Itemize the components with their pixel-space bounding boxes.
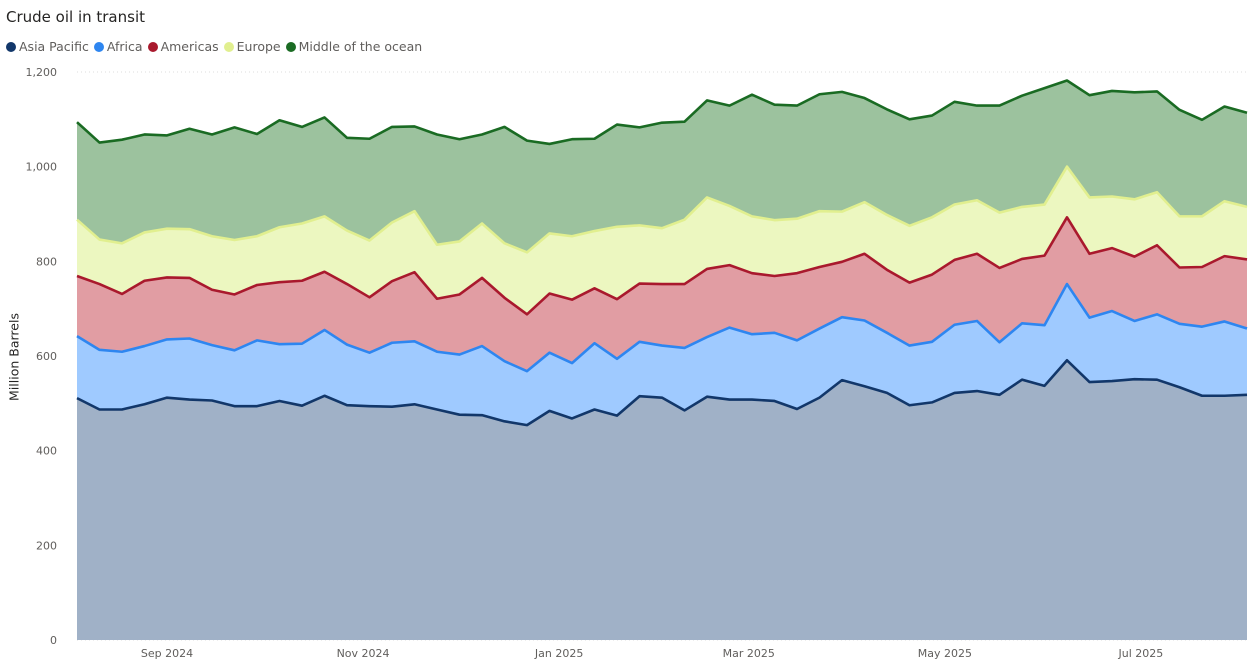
y-tick-label: 600 [36, 350, 57, 363]
legend-item-europe[interactable]: Europe [223, 39, 281, 54]
legend-marker-middle-of-the-ocean [285, 41, 296, 52]
legend-label: Europe [236, 39, 281, 54]
x-tick-label: Mar 2025 [723, 647, 775, 660]
legend-marker-asia-pacific [6, 41, 16, 52]
legend-label: Asia Pacific [19, 39, 89, 54]
x-tick-label: Jan 2025 [534, 647, 583, 660]
legend-marker-africa [93, 41, 104, 52]
y-tick-label: 200 [36, 539, 57, 552]
y-tick-label: 1,200 [26, 66, 58, 79]
x-tick-label: Nov 2024 [337, 647, 390, 660]
line-africa [76, 282, 1248, 373]
legend-label: Africa [106, 39, 143, 54]
legend-item-americas[interactable]: Americas [147, 39, 219, 54]
y-tick-label: 800 [36, 255, 57, 268]
y-tick-label: 0 [50, 634, 57, 647]
y-tick-label: 1,000 [26, 161, 58, 174]
legend-marker-europe [223, 41, 234, 52]
x-tick-label: Sep 2024 [141, 647, 193, 660]
line-asia-pacific [76, 358, 1248, 427]
area-asia-pacific [77, 360, 1247, 640]
line-americas [76, 216, 1248, 316]
legend-label: Middle of the ocean [298, 39, 423, 54]
legend-marker-americas [147, 41, 158, 52]
y-tick-label: 400 [36, 445, 57, 458]
x-tick-label: Jul 2025 [1118, 647, 1164, 660]
chart-title: Crude oil in transit [6, 8, 145, 26]
legend-label: Americas [160, 39, 219, 54]
legend-item-africa[interactable]: Africa [93, 39, 143, 54]
legend-item-asia-pacific[interactable]: Asia Pacific [6, 39, 89, 54]
legend: Asia Pacific Africa Americas Europe Midd… [6, 39, 427, 54]
x-tick-label: May 2025 [918, 647, 972, 660]
line-middle-of-the-ocean [76, 79, 1248, 146]
line-europe [76, 165, 1248, 254]
legend-item-middle-of-the-ocean[interactable]: Middle of the ocean [285, 39, 423, 54]
